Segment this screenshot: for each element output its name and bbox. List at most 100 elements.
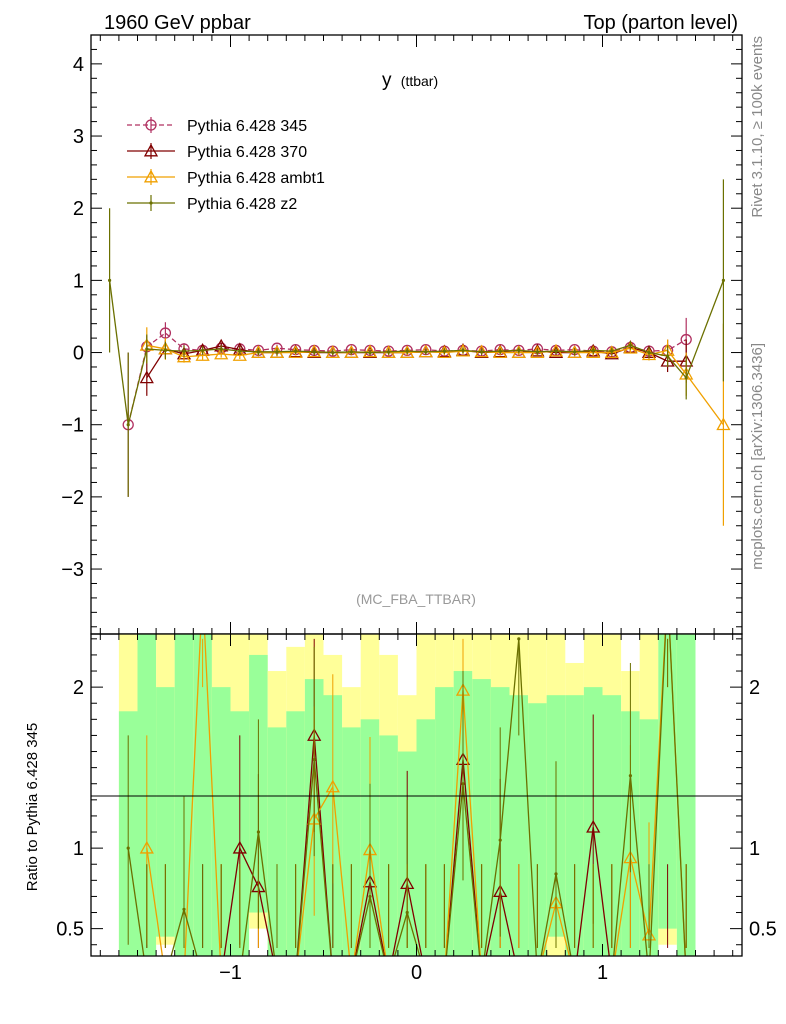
data-point — [219, 347, 223, 351]
data-point — [256, 350, 260, 354]
data-point — [238, 349, 242, 353]
data-point — [139, 370, 154, 384]
data-point — [126, 423, 130, 427]
series-line — [146, 344, 724, 426]
data-point — [535, 350, 540, 354]
band-green — [435, 687, 454, 956]
band-green — [509, 695, 529, 956]
data-point — [145, 347, 149, 351]
ratio-frame — [90, 633, 743, 957]
ratio-xtick-label: 0 — [411, 962, 422, 984]
data-point — [498, 349, 502, 353]
legend-entry: Pythia 6.428 370 — [127, 143, 307, 161]
data-point — [530, 343, 545, 357]
data-point — [182, 349, 186, 353]
data-point — [684, 376, 688, 380]
ratio-x-tick-labels: −1 0 1 — [219, 962, 608, 984]
data-point — [214, 346, 229, 360]
band-green — [193, 634, 212, 956]
main-ytick-label: −3 — [61, 559, 84, 581]
ratio-point — [139, 840, 154, 854]
ratio-series-pythia-6.428-z2 — [126, 634, 687, 956]
data-point — [331, 350, 335, 355]
data-point — [591, 348, 595, 352]
main-ytick-label: 3 — [73, 126, 84, 148]
header-left: 1960 GeV ppbar — [104, 12, 251, 34]
data-point — [480, 350, 484, 354]
main-series-layer — [108, 179, 731, 526]
data-point — [493, 345, 508, 358]
main-ytick-label: −2 — [61, 487, 84, 509]
legend-marker — [143, 143, 159, 157]
ratio-xtick-label: −1 — [219, 962, 242, 984]
ratio-point — [312, 757, 316, 762]
main-ytick-label: −1 — [61, 415, 84, 437]
band-green — [565, 695, 584, 956]
ratio-point — [325, 779, 340, 793]
legend-label: Pythia 6.428 370 — [187, 144, 307, 161]
main-panel: y (ttbar) (MC_FBA_TTBAR) Pythia 6.428 34… — [61, 34, 743, 635]
ratio-series-layer — [126, 634, 687, 956]
ratio-ytick-label-right: 1 — [749, 838, 760, 860]
band-green — [658, 634, 677, 929]
ratio-ytick-label: 1 — [73, 838, 84, 860]
data-point — [176, 349, 192, 363]
data-point — [312, 350, 316, 354]
main-ticks — [91, 35, 742, 634]
data-point — [201, 348, 205, 352]
ratio-xtick-label: 1 — [597, 962, 608, 984]
main-ytick-label: 4 — [73, 54, 84, 76]
data-point — [628, 343, 633, 347]
data-point — [108, 278, 112, 282]
ratio-point — [498, 838, 502, 842]
band-green — [267, 727, 287, 956]
data-point — [623, 340, 638, 354]
data-point — [195, 348, 210, 361]
ratio-y-tick-labels: 0.5 0.5 1 1 2 2 — [56, 677, 777, 941]
data-point — [349, 350, 353, 354]
band-green — [286, 711, 305, 956]
ratio-point — [586, 819, 601, 833]
data-point — [573, 350, 577, 354]
data-point — [275, 350, 279, 354]
data-point — [641, 347, 657, 361]
data-point — [424, 350, 428, 354]
legend-label: Pythia 6.428 z2 — [187, 196, 297, 213]
main-title: y (ttbar) — [382, 70, 438, 91]
main-title-y: y — [382, 70, 392, 91]
main-y-tick-labels: −3 −2 −1 0 1 2 3 4 — [61, 54, 84, 581]
data-point — [387, 350, 391, 354]
ratio-point — [517, 637, 521, 641]
band-green — [379, 735, 398, 956]
legend-marker — [145, 119, 157, 131]
watermark: (MC_FBA_TTBAR) — [356, 591, 476, 607]
ratio-point — [232, 840, 247, 854]
data-point — [604, 345, 619, 358]
ratio-panel: 0.5 0.5 1 1 2 2 −1 0 1 Ratio to Pythia 6.428 34… — [24, 633, 777, 984]
legend-entry: Pythia 6.428 345 — [127, 117, 307, 135]
ratio-ytick-label-right: 2 — [749, 677, 760, 699]
data-point — [400, 345, 415, 358]
header-right: Top (parton level) — [583, 12, 738, 34]
legend-entry: Pythia 6.428 ambt1 — [127, 169, 325, 187]
ratio-point — [461, 782, 465, 786]
ratio-point — [405, 910, 409, 915]
data-point — [548, 343, 564, 357]
band-green — [602, 695, 622, 956]
ratio-line — [223, 735, 610, 956]
legend-entry: Pythia 6.428 z2 — [127, 195, 297, 213]
band-green — [416, 719, 436, 956]
ratio-ytick-label: 2 — [73, 677, 84, 699]
ratio-point — [368, 894, 372, 899]
data-point — [288, 345, 303, 358]
data-point — [666, 354, 670, 358]
legend-marker — [149, 201, 153, 205]
ratio-ytick-label: 0.5 — [56, 919, 84, 941]
series-pythia-6.428-345 — [122, 317, 692, 497]
series-pythia-6.428-z2 — [108, 179, 726, 497]
ratio-ylabel: Ratio to Pythia 6.428 345 — [24, 723, 41, 891]
legend-label: Pythia 6.428 ambt1 — [187, 170, 325, 187]
series-pythia-6.428-ambt1 — [139, 323, 731, 526]
main-ytick-label: 0 — [73, 343, 84, 365]
ratio-point — [256, 830, 260, 834]
